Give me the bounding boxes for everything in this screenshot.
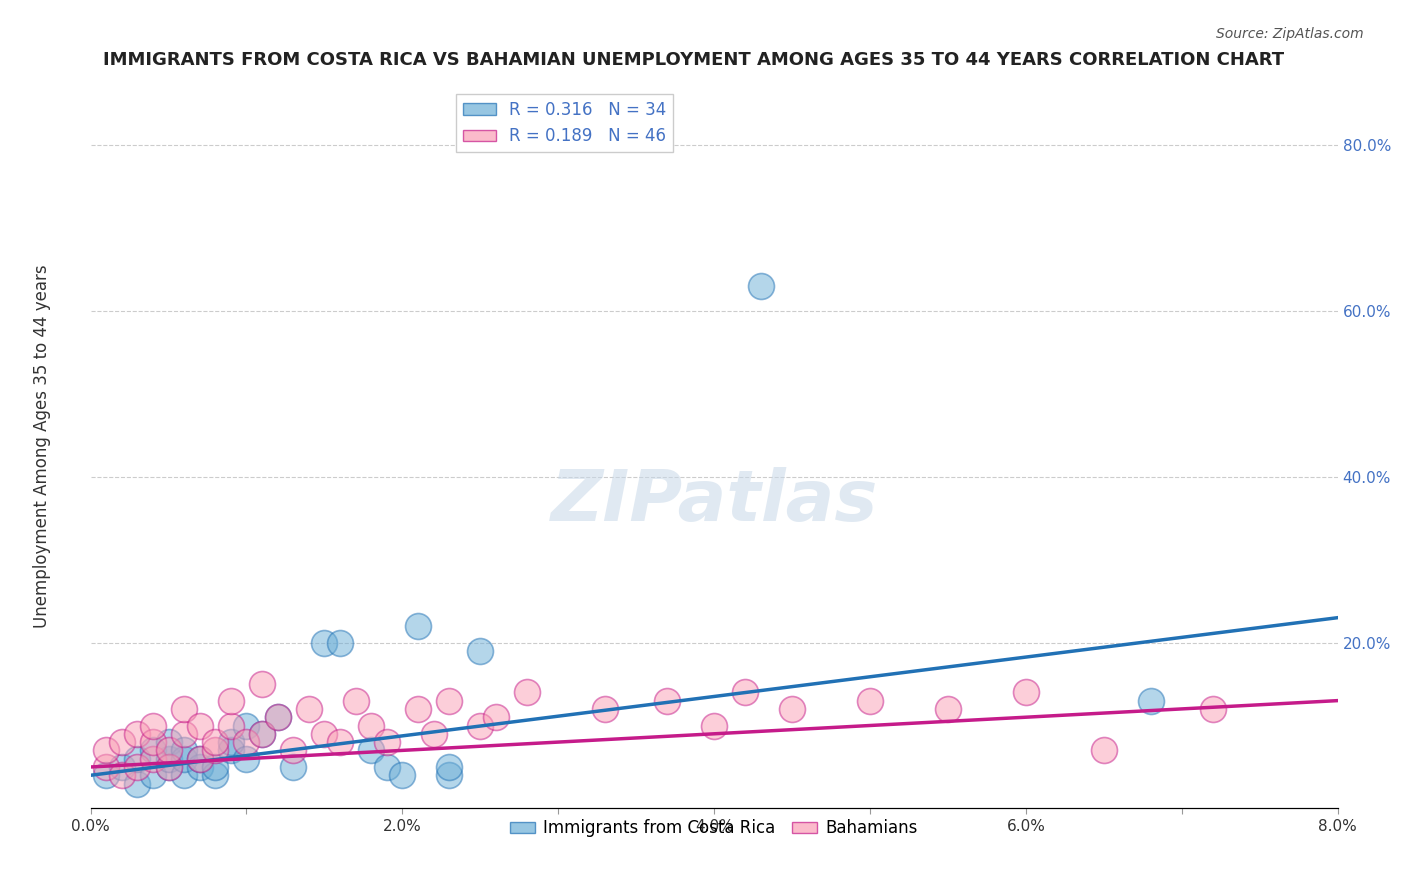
Point xyxy=(157,760,180,774)
Point xyxy=(314,635,336,649)
Point xyxy=(703,718,725,732)
Point xyxy=(127,760,149,774)
Point xyxy=(173,752,195,766)
Point xyxy=(516,685,538,699)
Point xyxy=(204,760,226,774)
Point xyxy=(734,685,756,699)
Point xyxy=(470,644,492,658)
Point xyxy=(235,718,257,732)
Point xyxy=(111,760,134,774)
Point xyxy=(204,768,226,782)
Point xyxy=(173,768,195,782)
Point xyxy=(188,752,211,766)
Point xyxy=(204,735,226,749)
Point xyxy=(266,710,288,724)
Point xyxy=(437,760,460,774)
Point xyxy=(250,677,273,691)
Point xyxy=(314,727,336,741)
Point xyxy=(127,752,149,766)
Point xyxy=(437,768,460,782)
Text: IMMIGRANTS FROM COSTA RICA VS BAHAMIAN UNEMPLOYMENT AMONG AGES 35 TO 44 YEARS CO: IMMIGRANTS FROM COSTA RICA VS BAHAMIAN U… xyxy=(103,51,1284,69)
Point xyxy=(96,760,118,774)
Point xyxy=(657,693,679,707)
Point xyxy=(1092,743,1115,757)
Point xyxy=(127,776,149,790)
Point xyxy=(298,702,321,716)
Point xyxy=(283,743,305,757)
Point xyxy=(391,768,413,782)
Point xyxy=(157,752,180,766)
Point xyxy=(485,710,508,724)
Point xyxy=(235,735,257,749)
Point xyxy=(188,752,211,766)
Point xyxy=(1202,702,1225,716)
Point xyxy=(173,727,195,741)
Point xyxy=(142,735,165,749)
Point xyxy=(329,735,352,749)
Point xyxy=(157,760,180,774)
Point xyxy=(250,727,273,741)
Point xyxy=(142,743,165,757)
Point xyxy=(422,727,444,741)
Point xyxy=(360,718,382,732)
Point xyxy=(859,693,882,707)
Point xyxy=(283,760,305,774)
Point xyxy=(406,702,429,716)
Point xyxy=(188,718,211,732)
Text: ZIPatlas: ZIPatlas xyxy=(550,467,877,536)
Point xyxy=(266,710,288,724)
Legend: Immigrants from Costa Rica, Bahamians: Immigrants from Costa Rica, Bahamians xyxy=(503,813,925,844)
Point xyxy=(329,635,352,649)
Point xyxy=(375,760,398,774)
Point xyxy=(173,743,195,757)
Point xyxy=(142,752,165,766)
Point xyxy=(235,752,257,766)
Point xyxy=(111,735,134,749)
Text: Source: ZipAtlas.com: Source: ZipAtlas.com xyxy=(1216,27,1364,41)
Point xyxy=(344,693,367,707)
Point xyxy=(749,279,772,293)
Point xyxy=(1139,693,1161,707)
Point xyxy=(96,768,118,782)
Point xyxy=(96,743,118,757)
Point xyxy=(406,619,429,633)
Point xyxy=(142,768,165,782)
Point xyxy=(470,718,492,732)
Point xyxy=(936,702,959,716)
Point xyxy=(219,743,242,757)
Point xyxy=(375,735,398,749)
Point xyxy=(219,693,242,707)
Point xyxy=(780,702,803,716)
Point xyxy=(593,702,616,716)
Point xyxy=(188,760,211,774)
Point xyxy=(142,718,165,732)
Point xyxy=(437,693,460,707)
Point xyxy=(1015,685,1038,699)
Point xyxy=(250,727,273,741)
Text: Unemployment Among Ages 35 to 44 years: Unemployment Among Ages 35 to 44 years xyxy=(34,264,51,628)
Point xyxy=(127,727,149,741)
Point xyxy=(204,743,226,757)
Point xyxy=(157,735,180,749)
Point xyxy=(173,702,195,716)
Point xyxy=(360,743,382,757)
Point xyxy=(111,768,134,782)
Point xyxy=(219,718,242,732)
Point xyxy=(157,743,180,757)
Point xyxy=(219,735,242,749)
